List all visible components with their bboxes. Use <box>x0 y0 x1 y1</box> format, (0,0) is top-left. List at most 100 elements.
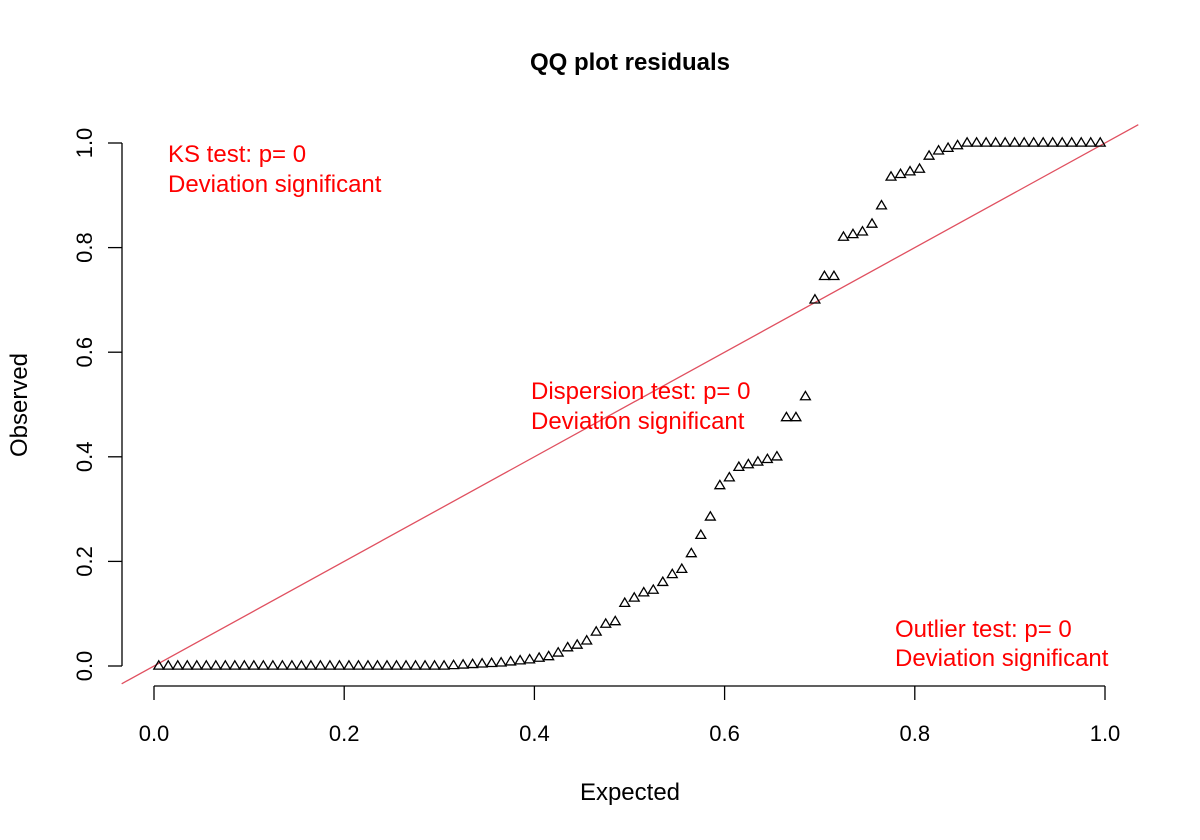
y-tick-label: 0.6 <box>72 337 97 368</box>
chart-title: QQ plot residuals <box>530 49 730 76</box>
data-point <box>675 562 688 574</box>
data-point <box>352 659 365 670</box>
data-point <box>399 659 413 670</box>
data-point <box>884 170 898 181</box>
dispersion-test-line-1: Dispersion test: p= 0 <box>531 378 750 405</box>
data-point <box>219 659 232 670</box>
data-point <box>552 646 565 657</box>
data-point <box>808 293 822 304</box>
data-point <box>304 659 317 670</box>
data-point <box>1075 136 1088 147</box>
data-point <box>228 659 241 670</box>
data-point <box>656 575 669 587</box>
x-axis-label: Expected <box>580 779 680 806</box>
data-points <box>152 136 1107 670</box>
data-point <box>247 659 260 670</box>
data-point <box>751 455 764 466</box>
y-tick-label: 0.4 <box>72 442 97 473</box>
data-point <box>1037 136 1050 147</box>
ks-test-line-1: KS test: p= 0 <box>168 141 306 168</box>
data-point <box>1046 136 1059 147</box>
x-tick-label: 0.0 <box>139 721 170 746</box>
data-point <box>590 625 603 636</box>
data-point <box>799 390 812 401</box>
data-point <box>856 225 869 236</box>
data-point <box>333 659 346 670</box>
data-point <box>894 167 907 179</box>
data-point <box>390 659 403 670</box>
data-point <box>704 510 717 521</box>
data-point <box>770 450 783 461</box>
outlier-test-line-2: Deviation significant <box>895 645 1109 672</box>
data-point <box>1084 136 1097 147</box>
data-point <box>932 144 945 155</box>
x-tick-label: 0.8 <box>900 721 931 746</box>
data-point <box>837 230 850 241</box>
data-point <box>561 641 574 652</box>
y-axis: 0.0 0.2 0.4 0.6 0.8 1.0 <box>72 128 123 682</box>
data-point <box>200 659 213 670</box>
data-point <box>314 659 327 670</box>
data-point <box>409 659 422 670</box>
data-point <box>514 654 527 665</box>
data-point <box>637 586 650 597</box>
data-point <box>647 583 660 594</box>
data-point <box>580 634 593 645</box>
data-point <box>1056 136 1069 147</box>
data-point <box>628 591 641 602</box>
data-point <box>171 659 184 670</box>
data-point <box>1027 136 1040 147</box>
data-point <box>723 471 736 482</box>
data-point <box>456 658 470 669</box>
data-point <box>942 141 955 152</box>
y-tick-label: 0.8 <box>72 232 97 263</box>
x-tick-label: 0.2 <box>329 721 360 746</box>
data-point <box>209 659 222 670</box>
data-point <box>989 136 1002 147</box>
x-tick-label: 1.0 <box>1090 721 1121 746</box>
data-point <box>1094 136 1107 147</box>
data-point <box>742 458 755 469</box>
data-point <box>609 615 622 626</box>
data-point <box>371 659 384 670</box>
data-point <box>437 659 451 670</box>
data-point <box>1065 136 1078 147</box>
data-point <box>999 136 1012 147</box>
data-point <box>295 659 308 670</box>
data-point <box>266 659 279 670</box>
dispersion-test-line-2: Deviation significant <box>531 408 745 435</box>
data-point <box>903 165 917 176</box>
data-point <box>618 596 631 608</box>
data-point <box>504 655 517 666</box>
data-point <box>476 657 489 668</box>
data-point <box>238 659 251 670</box>
data-point <box>466 657 479 669</box>
data-point <box>571 638 584 649</box>
data-point <box>666 568 679 579</box>
reference-line <box>121 124 1139 685</box>
y-tick-label: 0.2 <box>72 546 97 577</box>
data-point <box>827 269 841 281</box>
data-point <box>961 136 974 147</box>
outlier-test-annotation: Outlier test: p= 0 Deviation significant <box>895 616 1109 672</box>
data-point <box>418 659 432 670</box>
y-axis-label: Observed <box>6 353 33 457</box>
data-point <box>361 659 375 670</box>
data-point <box>380 659 394 670</box>
data-point <box>761 452 774 464</box>
y-tick-label: 0.0 <box>72 651 97 682</box>
data-point <box>1018 136 1031 147</box>
data-point <box>713 479 726 490</box>
ks-test-line-2: Deviation significant <box>168 171 382 198</box>
data-point <box>818 269 831 281</box>
data-point <box>495 656 508 667</box>
data-point <box>485 656 498 668</box>
data-point <box>685 547 698 558</box>
dispersion-test-annotation: Dispersion test: p= 0 Deviation signific… <box>531 378 750 435</box>
data-point <box>342 659 356 670</box>
data-point <box>152 659 165 670</box>
data-point <box>922 149 936 160</box>
data-point <box>970 136 983 147</box>
x-axis: 0.0 0.2 0.4 0.6 0.8 1.0 <box>139 685 1121 746</box>
